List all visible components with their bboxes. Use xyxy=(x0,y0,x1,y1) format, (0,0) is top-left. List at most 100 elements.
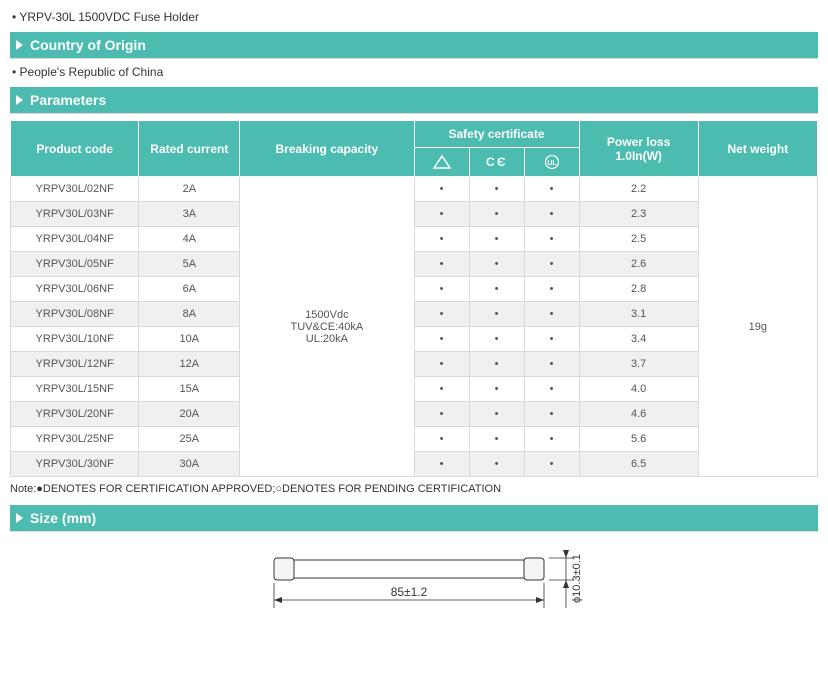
table-row: YRPV30L/05NF5A•••2.6 xyxy=(11,252,818,277)
brand-badge-icon: Y xyxy=(774,509,808,527)
th-product-code: Product code xyxy=(11,121,139,177)
cell-cert-mark: • xyxy=(524,402,579,427)
ce-mark-icon: CЄ xyxy=(486,155,508,169)
cell-rated-current: 20A xyxy=(139,402,240,427)
brand-badge-icon: Y xyxy=(774,91,808,109)
cell-power-loss: 3.4 xyxy=(579,327,698,352)
cell-product-code: YRPV30L/20NF xyxy=(11,402,139,427)
th-ul-icon: UL xyxy=(524,148,579,177)
cell-cert-mark: • xyxy=(524,327,579,352)
cell-power-loss: 3.1 xyxy=(579,302,698,327)
cell-product-code: YRPV30L/04NF xyxy=(11,227,139,252)
brand-badge-icon: Y xyxy=(774,36,808,54)
cell-power-loss: 6.5 xyxy=(579,452,698,477)
cell-cert-mark: • xyxy=(469,452,524,477)
cell-power-loss: 4.6 xyxy=(579,402,698,427)
cell-cert-mark: • xyxy=(469,427,524,452)
cell-cert-mark: • xyxy=(414,202,469,227)
cell-rated-current: 15A xyxy=(139,377,240,402)
section-title: Size (mm) xyxy=(30,510,96,526)
section-size: Size (mm) Y xyxy=(10,505,818,532)
cell-cert-mark: • xyxy=(524,277,579,302)
diameter-label: ϕ10.3±0.1 xyxy=(571,554,583,603)
cell-cert-mark: • xyxy=(524,352,579,377)
table-row: YRPV30L/10NF10A•••3.4 xyxy=(11,327,818,352)
cell-product-code: YRPV30L/12NF xyxy=(11,352,139,377)
country-text: • People's Republic of China xyxy=(12,65,818,79)
svg-text:Y: Y xyxy=(788,96,794,105)
th-safety-certificate: Safety certificate xyxy=(414,121,579,148)
section-parameters: Parameters Y xyxy=(10,87,818,114)
cell-rated-current: 30A xyxy=(139,452,240,477)
cell-cert-mark: • xyxy=(469,277,524,302)
cell-rated-current: 3A xyxy=(139,202,240,227)
cell-product-code: YRPV30L/30NF xyxy=(11,452,139,477)
cell-cert-mark: • xyxy=(414,302,469,327)
section-title: Country of Origin xyxy=(30,37,146,53)
table-row: YRPV30L/04NF4A•••2.5 xyxy=(11,227,818,252)
triangle-icon xyxy=(16,513,23,523)
cell-cert-mark: • xyxy=(524,177,579,202)
cell-cert-mark: • xyxy=(524,302,579,327)
th-ce-icon: CЄ xyxy=(469,148,524,177)
cell-power-loss: 2.6 xyxy=(579,252,698,277)
svg-text:Y: Y xyxy=(788,41,794,50)
cell-cert-mark: • xyxy=(469,402,524,427)
cell-cert-mark: • xyxy=(469,327,524,352)
size-diagram: 85±1.2 ϕ10.3±0.1 xyxy=(10,538,818,651)
svg-text:C: C xyxy=(486,155,495,169)
cell-cert-mark: • xyxy=(469,377,524,402)
th-rated-current: Rated current xyxy=(139,121,240,177)
cell-cert-mark: • xyxy=(414,227,469,252)
cell-power-loss: 5.6 xyxy=(579,427,698,452)
cell-cert-mark: • xyxy=(469,202,524,227)
cell-cert-mark: • xyxy=(414,352,469,377)
cell-product-code: YRPV30L/03NF xyxy=(11,202,139,227)
cell-product-code: YRPV30L/08NF xyxy=(11,302,139,327)
cell-product-code: YRPV30L/25NF xyxy=(11,427,139,452)
svg-text:Y: Y xyxy=(788,514,794,523)
table-row: YRPV30L/06NF6A•••2.8 xyxy=(11,277,818,302)
cell-cert-mark: • xyxy=(524,452,579,477)
table-row: YRPV30L/15NF15A•••4.0 xyxy=(11,377,818,402)
cell-power-loss: 2.8 xyxy=(579,277,698,302)
cell-power-loss: 3.7 xyxy=(579,352,698,377)
cell-cert-mark: • xyxy=(414,252,469,277)
th-tuv-icon xyxy=(414,148,469,177)
cell-cert-mark: • xyxy=(524,427,579,452)
table-row: YRPV30L/03NF3A•••2.3 xyxy=(11,202,818,227)
cell-product-code: YRPV30L/10NF xyxy=(11,327,139,352)
cell-cert-mark: • xyxy=(414,177,469,202)
th-breaking-capacity: Breaking capacity xyxy=(240,121,414,177)
cell-power-loss: 2.2 xyxy=(579,177,698,202)
section-country-of-origin: Country of Origin Y xyxy=(10,32,818,59)
cell-cert-mark: • xyxy=(469,227,524,252)
cell-cert-mark: • xyxy=(414,277,469,302)
cell-cert-mark: • xyxy=(524,202,579,227)
length-label: 85±1.2 xyxy=(391,585,428,599)
cell-rated-current: 10A xyxy=(139,327,240,352)
cell-rated-current: 12A xyxy=(139,352,240,377)
cell-cert-mark: • xyxy=(469,302,524,327)
top-product-line: • YRPV-30L 1500VDC Fuse Holder xyxy=(12,10,818,24)
cell-cert-mark: • xyxy=(524,252,579,277)
th-net-weight: Net weight xyxy=(698,121,817,177)
parameters-table: Product code Rated current Breaking capa… xyxy=(10,120,818,477)
cell-rated-current: 6A xyxy=(139,277,240,302)
cell-cert-mark: • xyxy=(414,377,469,402)
table-row: YRPV30L/08NF8A•••3.1 xyxy=(11,302,818,327)
table-row: YRPV30L/12NF12A•••3.7 xyxy=(11,352,818,377)
cell-rated-current: 2A xyxy=(139,177,240,202)
cell-rated-current: 4A xyxy=(139,227,240,252)
cell-cert-mark: • xyxy=(469,352,524,377)
table-row: YRPV30L/30NF30A•••6.5 xyxy=(11,452,818,477)
section-title: Parameters xyxy=(30,92,106,108)
cell-rated-current: 8A xyxy=(139,302,240,327)
cell-net-weight: 19g xyxy=(698,177,817,477)
cell-cert-mark: • xyxy=(414,402,469,427)
triangle-icon xyxy=(16,95,23,105)
cell-cert-mark: • xyxy=(524,377,579,402)
triangle-icon xyxy=(16,40,23,50)
cell-cert-mark: • xyxy=(414,427,469,452)
cell-power-loss: 4.0 xyxy=(579,377,698,402)
